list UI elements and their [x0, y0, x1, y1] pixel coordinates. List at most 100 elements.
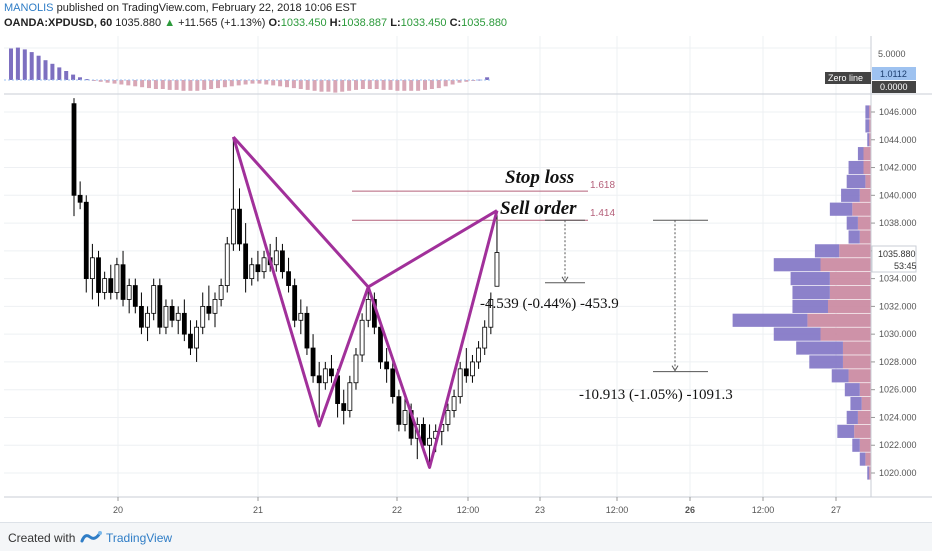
- volume-profile-bar-right: [863, 147, 871, 161]
- candle-body: [212, 299, 218, 314]
- histogram-bar: [202, 80, 207, 90]
- candle-body: [200, 305, 206, 328]
- volume-profile-bar-left: [792, 285, 830, 300]
- histogram-bar: [257, 80, 262, 84]
- histogram-bar: [429, 80, 434, 89]
- histogram-bar: [388, 80, 393, 90]
- volume-profile-bar-left: [773, 327, 821, 341]
- price-tick-label: 1024.000: [879, 412, 917, 422]
- candle-body: [102, 278, 108, 293]
- open-label: O:: [268, 17, 281, 29]
- indicator-panel: [4, 47, 490, 93]
- price-chart[interactable]: 1046.000 1044.000 1042.000 1040.000 1038.000…: [0, 0, 932, 522]
- volume-profile-bar-left: [837, 424, 855, 438]
- price-tick-label: 1022.000: [879, 440, 917, 450]
- candle-body: [108, 278, 114, 293]
- volume-profile-bar-right: [820, 258, 871, 272]
- price-tick-label: 1026.000: [879, 385, 917, 395]
- volume-profile-bar-right: [857, 410, 871, 425]
- volume-profile-bar-left: [848, 230, 860, 244]
- volume-profile-bar-right: [852, 202, 871, 216]
- candle-body: [365, 299, 371, 321]
- price-tick-label: 1042.000: [879, 163, 917, 173]
- histogram-bar: [43, 60, 48, 80]
- volume-profile-bar-left: [846, 216, 858, 230]
- zero-value: 0.0000: [880, 82, 908, 92]
- symbol-label[interactable]: OANDA:XPDUSD, 60: [4, 17, 113, 29]
- histogram-bar: [243, 80, 248, 85]
- histogram-bar: [98, 80, 103, 82]
- time-axis[interactable]: 20 21 22 12:00 23 12:00 26 12:00 27: [113, 497, 841, 515]
- candle-body: [402, 410, 408, 425]
- candle-body: [230, 208, 236, 245]
- histogram-bar: [271, 80, 276, 86]
- price-axis[interactable]: 1046.000 1044.000 1042.000 1040.000 1038.000…: [871, 107, 917, 478]
- histogram-bar: [147, 80, 151, 89]
- volume-profile-bar-right: [865, 452, 871, 466]
- volume-profile: [732, 105, 871, 480]
- candle-body: [304, 312, 310, 349]
- candle-body: [261, 257, 267, 273]
- candle-body: [353, 354, 359, 384]
- price-tick-label: 1028.000: [879, 357, 917, 367]
- zero-line-badge: [825, 72, 871, 84]
- last-price: 1035.880: [115, 17, 162, 29]
- histogram-bar: [9, 48, 13, 80]
- candle-body: [218, 285, 224, 300]
- histogram-bar: [436, 80, 441, 89]
- histogram-bar: [84, 79, 89, 81]
- last-price-badge: [871, 245, 917, 273]
- measure-tools: [545, 219, 708, 373]
- candle-body: [427, 437, 432, 446]
- measure-short-label: -4.539 (-0.44%) -453.9: [480, 296, 619, 312]
- histogram-bar: [402, 80, 407, 91]
- measure-arrow-head: [671, 365, 679, 372]
- volume-profile-bar-left: [852, 438, 860, 452]
- volume-profile-bar-left: [867, 133, 870, 147]
- histogram-bar: [160, 80, 165, 89]
- volume-profile-bar-right: [869, 105, 871, 119]
- histogram-bar: [209, 80, 214, 89]
- candle-body: [494, 252, 500, 287]
- open-value: 1033.450: [280, 17, 327, 29]
- tradingview-logo-icon[interactable]: [80, 529, 104, 545]
- price-tick-label: 1032.000: [879, 301, 917, 311]
- histogram-bar: [78, 77, 82, 80]
- candle-body: [175, 312, 181, 321]
- close-value: 1035.880: [461, 17, 508, 29]
- histogram-bar: [15, 47, 20, 80]
- volume-profile-bar-left: [841, 188, 860, 202]
- histogram-bar: [174, 80, 179, 90]
- volume-profile-bar-left: [796, 341, 843, 355]
- histogram-bar: [312, 80, 317, 91]
- histogram-bar: [443, 80, 448, 87]
- histogram-bar: [29, 52, 34, 80]
- tradingview-brand-link[interactable]: TradingView: [106, 531, 173, 545]
- volume-profile-bar-right: [863, 160, 871, 175]
- histogram-bar: [450, 80, 455, 85]
- histogram-bar: [181, 80, 186, 91]
- histogram-bar: [381, 80, 386, 90]
- volume-profile-bar-right: [829, 285, 871, 300]
- time-tick-label: 20: [113, 505, 123, 515]
- volume-profile-bar-left: [732, 313, 808, 327]
- volume-profile-bar-left: [844, 383, 860, 397]
- price-change: +11.565 (+1.13%): [178, 17, 266, 29]
- low-value: 1033.450: [400, 17, 447, 29]
- author-link[interactable]: MANOLIS: [4, 2, 54, 14]
- candle-body: [273, 250, 279, 266]
- volume-profile-bar-right: [861, 396, 871, 411]
- candle-body: [396, 396, 402, 425]
- histogram-bar: [485, 77, 490, 80]
- candle-body: [77, 194, 83, 203]
- histogram-bar: [250, 80, 255, 84]
- histogram-bar: [57, 67, 62, 80]
- pattern-xb-leg: [232, 135, 370, 288]
- histogram-bar: [409, 80, 414, 91]
- candle-body: [286, 271, 291, 286]
- histogram-bar: [347, 80, 352, 91]
- histogram-bar: [340, 80, 345, 92]
- histogram-bar: [229, 80, 234, 87]
- harmonic-pattern: [231, 135, 499, 469]
- candle-body: [126, 285, 132, 300]
